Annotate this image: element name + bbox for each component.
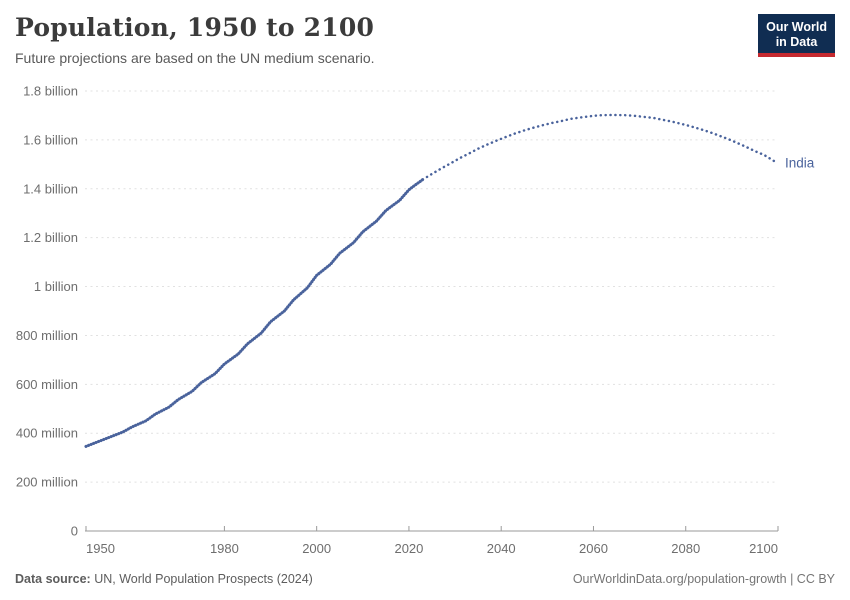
chart-footer: Data source: UN, World Population Prospe… — [15, 572, 835, 586]
data-source-label: Data source: — [15, 572, 91, 586]
y-tick-label-200: 200 million — [16, 475, 78, 490]
data-source-value: UN, World Population Prospects (2024) — [94, 572, 313, 586]
y-tick-label-800: 800 million — [16, 328, 78, 343]
y-tick-label-600: 600 million — [16, 377, 78, 392]
series-entity-label[interactable]: India — [785, 156, 815, 171]
x-tick-label-1980: 1980 — [210, 541, 239, 556]
x-tick-label-2080: 2080 — [671, 541, 700, 556]
x-tick-label-2000: 2000 — [302, 541, 331, 556]
x-tick-label-2020: 2020 — [394, 541, 423, 556]
y-tick-label-1600: 1.6 billion — [23, 132, 78, 147]
y-tick-label-400: 400 million — [16, 426, 78, 441]
page-title: Population, 1950 to 2100 — [15, 13, 375, 42]
series-line-dotted[interactable] — [421, 113, 780, 181]
owid-logo[interactable]: Our World in Data — [758, 14, 835, 57]
y-tick-label-1200: 1.2 billion — [23, 230, 78, 245]
x-tick-label-2040: 2040 — [487, 541, 516, 556]
data-source-note: Data source: UN, World Population Prospe… — [15, 572, 313, 586]
series-line-solid[interactable] — [84, 177, 425, 448]
y-tick-label-1000: 1 billion — [34, 279, 78, 294]
y-tick-label-1400: 1.4 billion — [23, 181, 78, 196]
y-tick-label-0: 0 — [71, 524, 78, 539]
owid-logo-line2: in Data — [775, 35, 818, 49]
x-tick-label-2060: 2060 — [579, 541, 608, 556]
chart-subtitle: Future projections are based on the UN m… — [15, 49, 375, 66]
credit-link[interactable]: OurWorldinData.org/population-growth | C… — [572, 572, 835, 586]
y-tick-label-1800: 1.8 billion — [23, 84, 78, 99]
x-tick-label-1950: 1950 — [86, 541, 115, 556]
chart-header: Population, 1950 to 2100 Future projecti… — [15, 13, 835, 66]
x-tick-label-2100: 2100 — [749, 541, 778, 556]
owid-logo-line1: Our World — [766, 20, 827, 34]
